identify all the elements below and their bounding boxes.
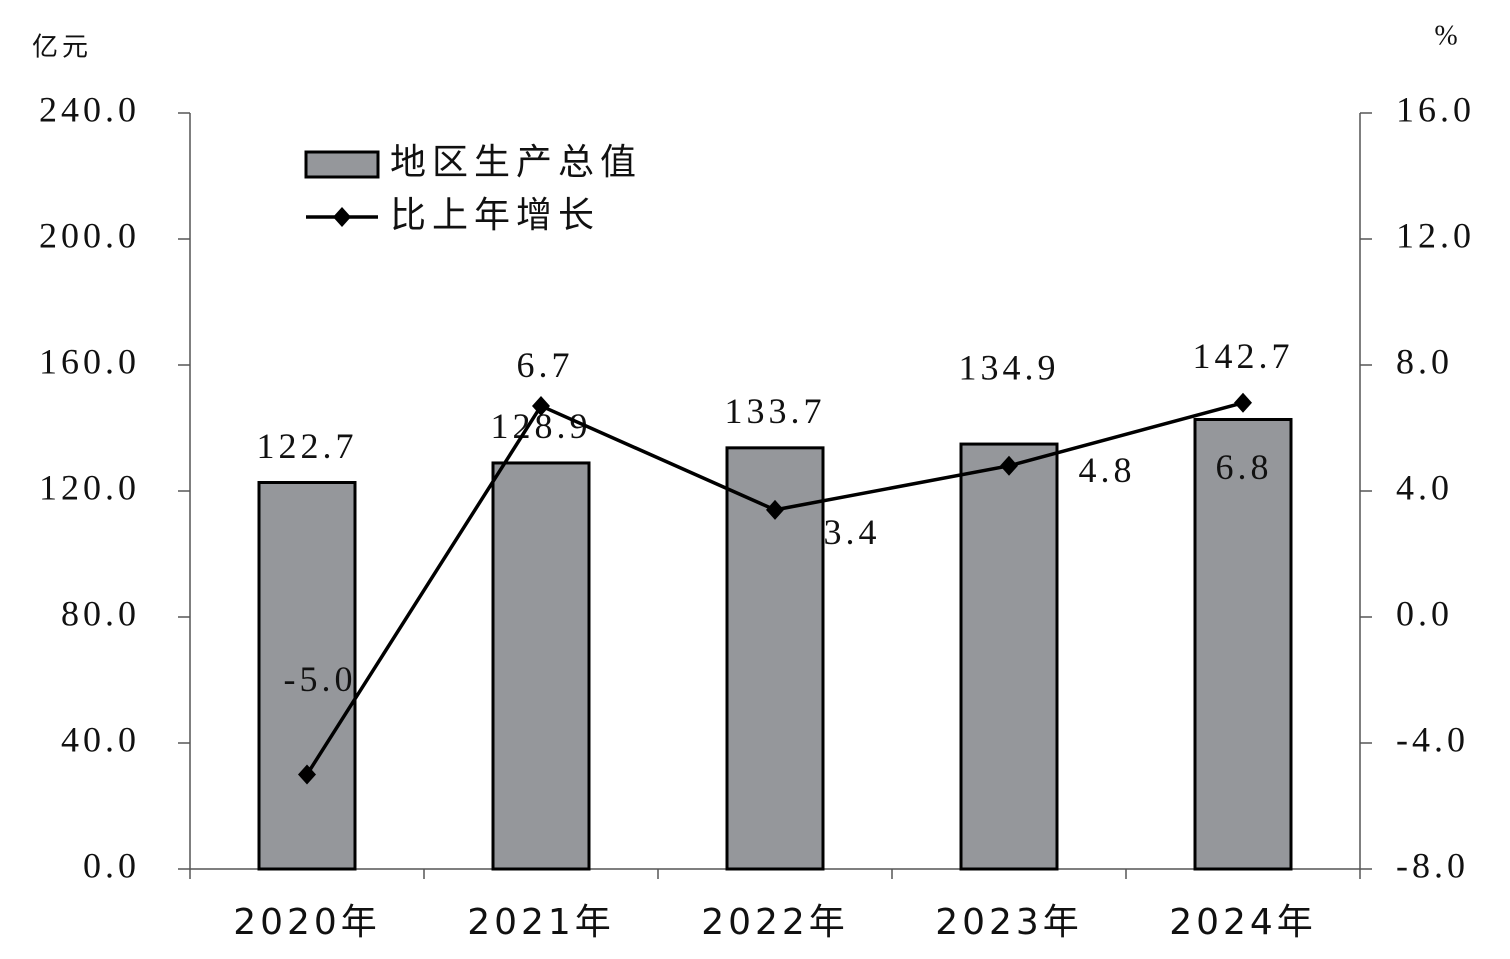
line-marker [1234,392,1252,413]
bar [959,442,1059,871]
bar-value-label: 142.7 [1193,336,1294,376]
y2-tick-label: 12.0 [1396,215,1475,255]
x-tick-label: 2023年 [935,902,1083,943]
y-tick-label: 40.0 [61,719,140,759]
legend-label: 比上年增长 [390,195,600,236]
legend-marker [333,207,351,227]
y2-tick-label: -4.0 [1396,719,1469,759]
line-marker [766,499,784,520]
y2-tick-label: 16.0 [1396,89,1475,129]
x-tick-label: 2020年 [233,902,381,943]
y-tick-label: 80.0 [61,593,140,633]
y2-tick-label: 0.0 [1396,593,1453,633]
bar [1193,417,1293,871]
legend-swatch [304,150,380,179]
y-tick-label: 0.0 [83,845,140,885]
line-value-label: 6.7 [517,345,574,385]
bar [257,480,357,871]
legend-label: 地区生产总值 [390,142,642,183]
line-marker [1000,455,1018,476]
y2-axis-title: % [1434,20,1461,51]
y-tick-label: 200.0 [39,215,140,255]
y2-tick-label: 4.0 [1396,467,1453,507]
y2-tick-label: 8.0 [1396,341,1453,381]
y2-tick-label: -8.0 [1396,845,1469,885]
y-tick-label: 160.0 [39,341,140,381]
line-marker [298,764,316,785]
bar-value-label: 134.9 [959,347,1060,387]
line-value-label: 6.8 [1216,447,1273,487]
line-value-label: 4.8 [1079,450,1136,490]
bar-value-label: 133.7 [725,391,826,431]
y-tick-label: 120.0 [39,467,140,507]
line-marker [532,395,550,416]
bar-value-label: 122.7 [257,426,358,466]
y-tick-label: 240.0 [39,89,140,129]
bar [491,461,591,871]
x-tick-label: 2022年 [701,902,849,943]
line-value-label: 3.4 [824,512,881,552]
y-axis-title: 亿元 [32,33,92,63]
x-tick-label: 2024年 [1169,902,1317,943]
x-tick-label: 2021年 [467,902,615,943]
line-value-label: -5.0 [284,659,357,699]
